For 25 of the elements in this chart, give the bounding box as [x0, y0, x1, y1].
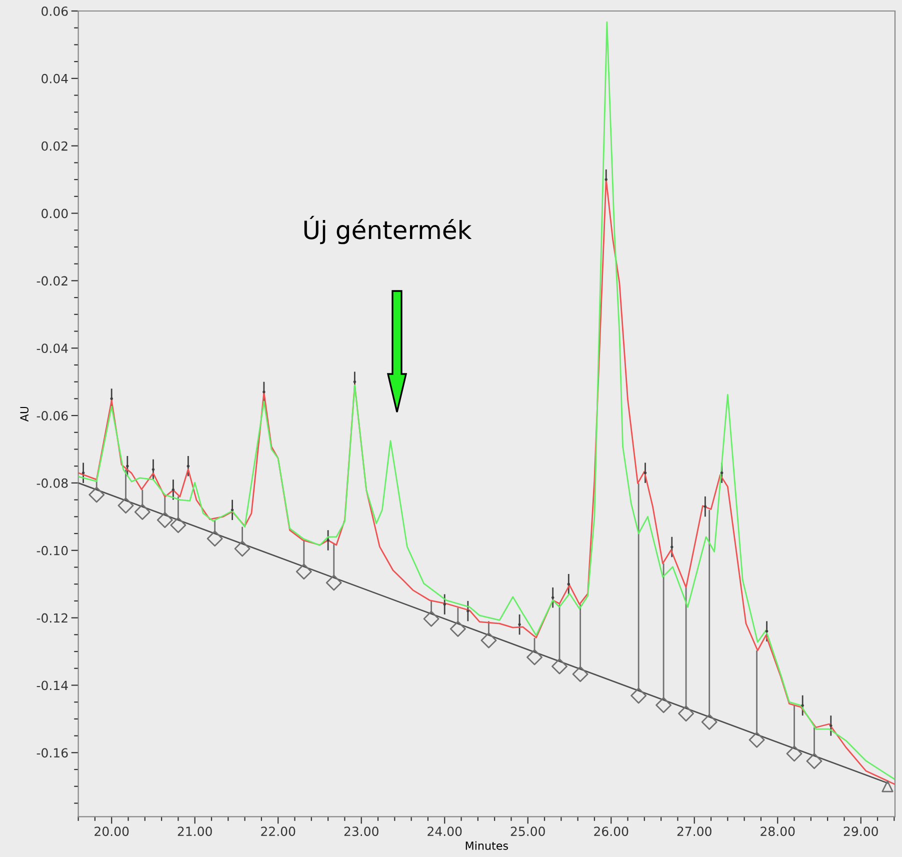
x-tick-label: 29.00 — [844, 826, 878, 836]
y-tick-label: -0.16 — [36, 748, 68, 758]
x-tick-label: 25.00 — [510, 826, 545, 836]
y-tick-label: 0.00 — [42, 208, 68, 218]
x-tick-label: 28.00 — [760, 826, 795, 836]
y-tick-label: 0.06 — [42, 6, 68, 16]
y-tick-label: -0.12 — [36, 613, 68, 623]
x-tick-label: 21.00 — [178, 826, 212, 836]
y-tick-label: -0.06 — [36, 411, 68, 420]
y-tick-label: -0.04 — [36, 344, 68, 354]
x-tick-label: 20.00 — [94, 826, 129, 836]
y-tick-label: -0.14 — [36, 680, 68, 690]
x-tick-label: 23.00 — [344, 826, 378, 836]
x-axis-title: Minutes — [466, 841, 508, 850]
x-tick-label: 24.00 — [428, 826, 462, 836]
y-tick-label: -0.02 — [36, 276, 68, 286]
y-tick-label: -0.08 — [36, 478, 68, 488]
x-tick-label: 27.00 — [677, 826, 712, 836]
x-tick-label: 22.00 — [261, 826, 296, 836]
annotation: Új géntermék — [304, 216, 472, 244]
y-tick-label: 0.04 — [42, 74, 68, 84]
y-tick-label: 0.02 — [42, 141, 68, 151]
y-tick-label: -0.10 — [36, 546, 68, 556]
y-axis-title: AU — [20, 406, 29, 422]
x-tick-label: 26.00 — [594, 826, 628, 836]
